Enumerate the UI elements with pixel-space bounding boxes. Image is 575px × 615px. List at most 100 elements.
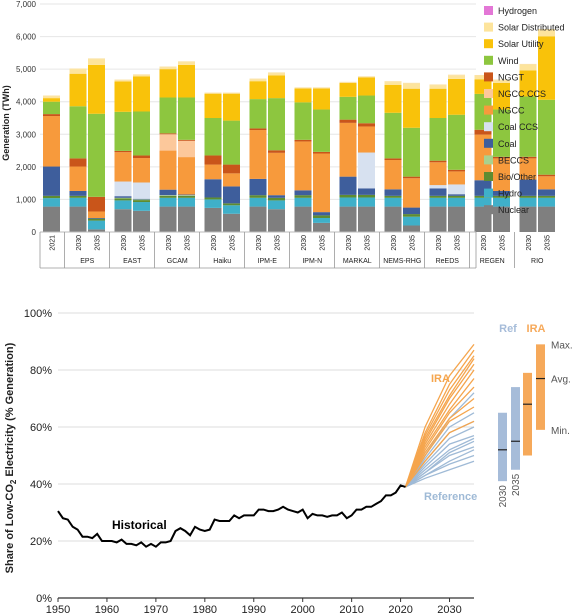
bar-chart-legend: Hydrogen Solar Distributed Solar Utility Wi… xyxy=(484,6,565,215)
legend-swatch-nuclear xyxy=(484,205,493,215)
bar-segment-solar_dist xyxy=(519,64,537,71)
line-x-tick-label: 1950 xyxy=(46,604,70,615)
range-stat-avg: Avg. xyxy=(551,375,571,386)
bar-segment-solar_util xyxy=(249,81,267,100)
bar-segment-nuclear xyxy=(403,225,420,232)
line-chart-y-ticks: 0% 20% 40% 60% 80% 100% xyxy=(24,308,52,605)
bar-year-label: 2030 xyxy=(166,235,173,251)
bar-chart-y-ticks: 0 1,000 2,000 3,000 4,000 5,000 6,000 7,000 xyxy=(16,0,37,237)
bar-segment-wind xyxy=(294,102,312,140)
bar-segment-ngcc xyxy=(69,166,87,191)
bar-model-label: IPM-N xyxy=(302,258,322,265)
bar-segment-nuclear xyxy=(429,206,447,232)
bar-segment-solar_dist xyxy=(493,80,510,83)
bar-segment-hydro xyxy=(429,197,447,207)
reference-scenario-line xyxy=(404,412,475,488)
bar-segment-coal xyxy=(133,198,150,200)
bar-segment-bio xyxy=(223,203,240,206)
bar-segment-bio xyxy=(448,195,465,198)
bar-segment-solar_util xyxy=(384,84,402,113)
bar-segment-nuclear xyxy=(358,206,375,232)
bar-y-tick-label: 4,000 xyxy=(16,98,37,107)
bar-segment-ngt xyxy=(133,155,150,159)
bar-segment-ngcc_ccs xyxy=(178,140,195,158)
line-x-tick-label: 1960 xyxy=(95,604,119,615)
bar-segment-ngt xyxy=(178,139,195,141)
bar-year-label: 2035 xyxy=(230,235,237,251)
bar-segment-beccs xyxy=(114,197,132,199)
bar-segment-wind xyxy=(268,98,285,151)
bar-segment-nuclear xyxy=(268,209,285,232)
bar-segment-bio xyxy=(69,195,87,198)
bar-segment-solar_dist xyxy=(114,80,132,82)
bar-segment-hydro xyxy=(249,197,267,207)
bar-segment-solar_dist xyxy=(69,69,87,74)
bar-segment-ngt xyxy=(448,169,465,172)
range-stat-min: Min. xyxy=(551,426,570,437)
ira-label: IRA xyxy=(431,373,450,385)
bar-segment-ngcc xyxy=(249,130,267,179)
bar-segment-solar_dist xyxy=(43,96,60,99)
bar-segment-bio xyxy=(313,215,330,218)
bar-segment-coal_ccs xyxy=(358,152,375,189)
legend-label-ngt: NGGT xyxy=(498,72,525,82)
bar-segment-ngcc xyxy=(358,126,375,153)
bar-segment-wind xyxy=(69,106,87,159)
bar-top-cap xyxy=(384,81,402,83)
bar-segment-solar_util xyxy=(493,82,510,110)
bar-top-cap xyxy=(493,79,510,81)
bar-top-cap xyxy=(538,29,555,31)
bar-segment-coal xyxy=(339,176,357,195)
bar-segment-ngcc xyxy=(43,116,60,167)
bar-segment-ngt xyxy=(204,155,222,165)
bar-segment-ngcc xyxy=(538,176,555,190)
line-y-tick-label: 100% xyxy=(24,308,52,320)
bar-segment-solar_util xyxy=(294,88,312,103)
bar-top-cap xyxy=(339,81,357,84)
bar-segment-bio xyxy=(429,195,447,198)
bar-segment-hydro xyxy=(223,205,240,214)
bar-top-cap xyxy=(114,79,132,81)
bar-top-cap xyxy=(88,58,105,60)
bar-segment-ngcc xyxy=(448,171,465,185)
y-axis-label-part-1: Share of Low-CO xyxy=(4,484,16,574)
bar-segment-hydro xyxy=(448,197,465,207)
ira-scenario-lines xyxy=(404,343,475,488)
bar-segment-ngt xyxy=(519,156,537,159)
bar-y-tick-label: 0 xyxy=(32,228,37,237)
legend-swatch-ngcc xyxy=(484,105,493,115)
bar-segment-ngt xyxy=(249,128,267,131)
bar-y-tick-label: 5,000 xyxy=(16,65,37,74)
bar-segment-hydro xyxy=(133,202,150,211)
bar-segment-nuclear xyxy=(249,206,267,232)
line-chart-y-axis-label: Share of Low-CO2 Electricity (% Generati… xyxy=(4,342,18,573)
ref-2030-range xyxy=(498,412,507,482)
line-x-tick-label: 1970 xyxy=(144,604,168,615)
bar-segment-ngcc xyxy=(429,162,447,186)
bar-segment-coal_ccs xyxy=(114,181,132,197)
bar-segment-nuclear xyxy=(448,206,465,232)
bar-segment-nuclear xyxy=(88,229,105,232)
reference-scenario-line xyxy=(405,437,475,488)
legend-swatch-beccs xyxy=(484,155,493,165)
bar-segment-nuclear xyxy=(313,222,330,232)
bar-segment-coal xyxy=(43,166,60,196)
bar-segment-wind xyxy=(159,97,177,134)
bar-segment-solar_util xyxy=(429,88,447,118)
legend-swatch-solar_dist xyxy=(484,22,493,32)
legend-swatch-coal_ccs xyxy=(484,122,493,132)
bar-segment-solar_util xyxy=(538,36,555,100)
bar-segment-nuclear xyxy=(294,206,312,232)
bar-segment-wind xyxy=(429,118,447,161)
ira-scenario-line xyxy=(404,406,475,488)
line-x-tick-label: 2000 xyxy=(290,604,314,615)
bar-top-cap xyxy=(358,76,375,78)
bar-segment-coal xyxy=(114,196,132,198)
line-y-tick-label: 40% xyxy=(30,479,52,491)
bar-segment-solar_util xyxy=(133,76,150,112)
ira-scenario-line xyxy=(404,349,475,488)
bar-segment-solar_dist xyxy=(429,85,447,89)
bar-year-label: 2035 xyxy=(410,235,417,251)
bar-segment-nuclear xyxy=(339,206,357,232)
